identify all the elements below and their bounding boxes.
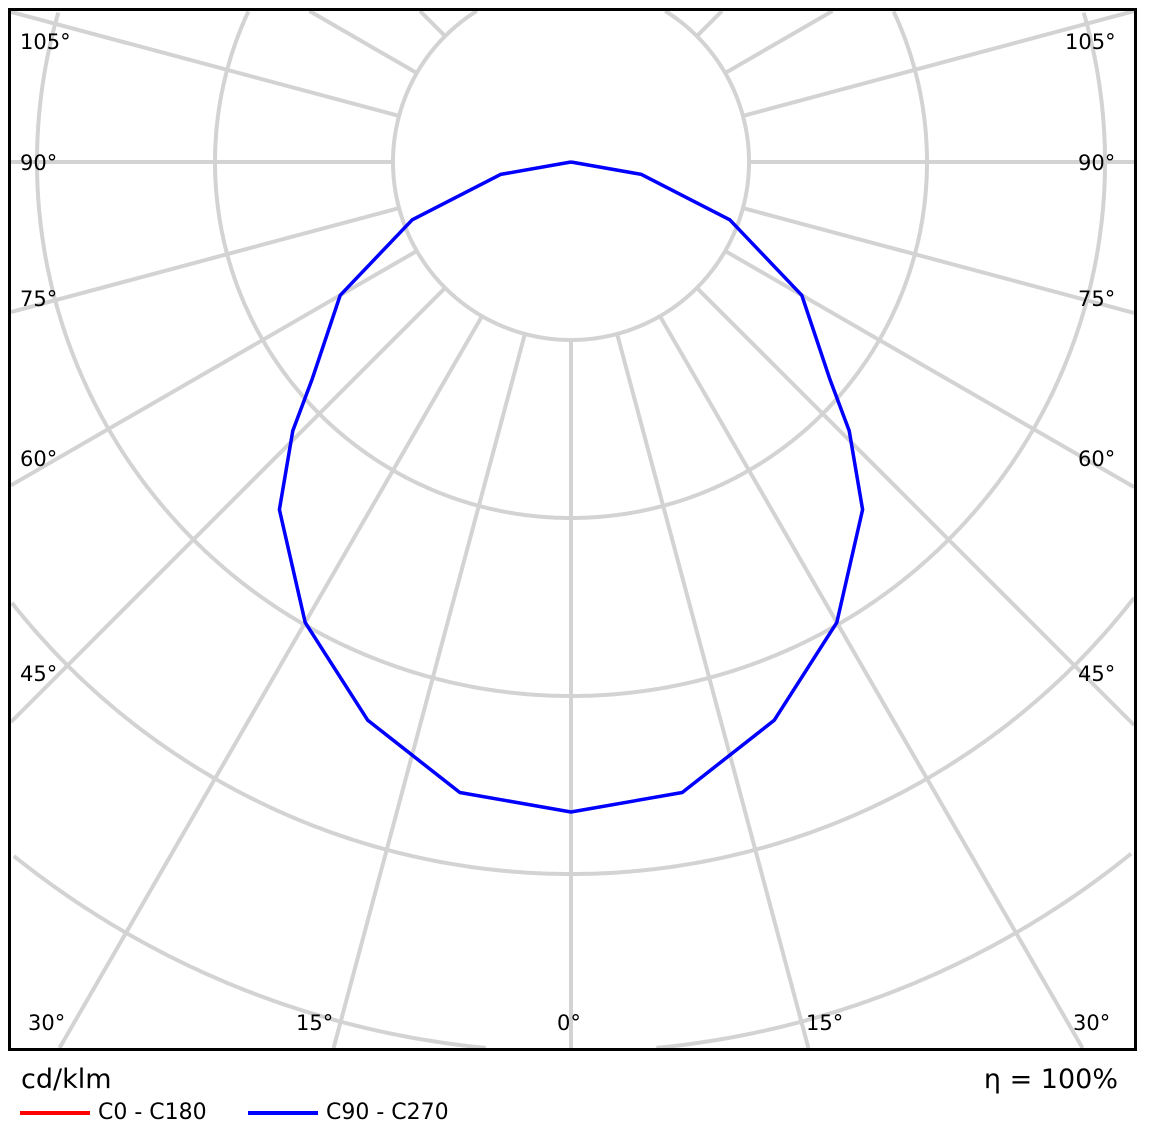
- angle-label-right-45: 45°: [1078, 662, 1115, 686]
- grid-ring: [10, 596, 1136, 876]
- grid-spoke: [724, 9, 834, 75]
- grid-spoke: [9, 249, 418, 488]
- angle-label-left-105: 105°: [20, 30, 71, 54]
- grid-ring: [391, 9, 751, 342]
- angle-label-left-60: 60°: [20, 447, 57, 471]
- angle-label-right-75: 75°: [1078, 287, 1115, 311]
- unit-label: cd/klm: [21, 1064, 112, 1095]
- legend-item-c90-c270: C90 - C270: [248, 1100, 449, 1125]
- grid-spoke: [615, 333, 811, 1049]
- legend-swatch-red: [20, 1110, 90, 1115]
- grid-spoke: [742, 206, 1135, 315]
- grid-spoke: [10, 206, 400, 315]
- angle-label-right-105: 105°: [1065, 30, 1116, 54]
- polar-grid: [9, 9, 1136, 1050]
- grid-ring: [213, 10, 929, 520]
- grid-spoke: [658, 315, 1085, 1049]
- grid-spoke: [308, 9, 418, 75]
- angle-label-bottom-0: 0°: [557, 1011, 581, 1035]
- legend-swatch-blue: [248, 1110, 318, 1115]
- grid-ring: [12, 852, 1133, 1050]
- angle-label-bottom-30-left: 30°: [28, 1011, 65, 1035]
- grid-spoke: [9, 286, 447, 724]
- angle-label-right-90: 90°: [1078, 151, 1115, 175]
- chart-frame: [8, 8, 1137, 1051]
- grid-ring: [35, 12, 1107, 698]
- angle-label-left-90: 90°: [20, 151, 57, 175]
- angle-label-bottom-15-left: 15°: [296, 1011, 333, 1035]
- grid-spoke: [418, 9, 447, 38]
- grid-spoke: [742, 9, 1135, 118]
- grid-spoke: [57, 315, 484, 1049]
- grid-spoke: [724, 249, 1135, 489]
- efficiency-label: η = 100%: [983, 1064, 1118, 1095]
- grid-spoke: [10, 9, 400, 118]
- curves: [277, 160, 865, 814]
- legend-label: C0 - C180: [98, 1100, 207, 1125]
- grid-spoke: [695, 9, 724, 38]
- grid-spoke: [695, 286, 1136, 727]
- angle-label-bottom-30-right: 30°: [1073, 1011, 1110, 1035]
- grid-spoke: [331, 333, 527, 1049]
- legend-label: C90 - C270: [326, 1100, 449, 1125]
- angle-label-left-75: 75°: [20, 287, 57, 311]
- legend-item-c0-c180: C0 - C180: [20, 1100, 207, 1125]
- angle-label-left-45: 45°: [20, 662, 57, 686]
- angle-label-right-60: 60°: [1078, 447, 1115, 471]
- series-curve-c90-c270: [277, 160, 865, 814]
- angle-label-bottom-15-right: 15°: [806, 1011, 843, 1035]
